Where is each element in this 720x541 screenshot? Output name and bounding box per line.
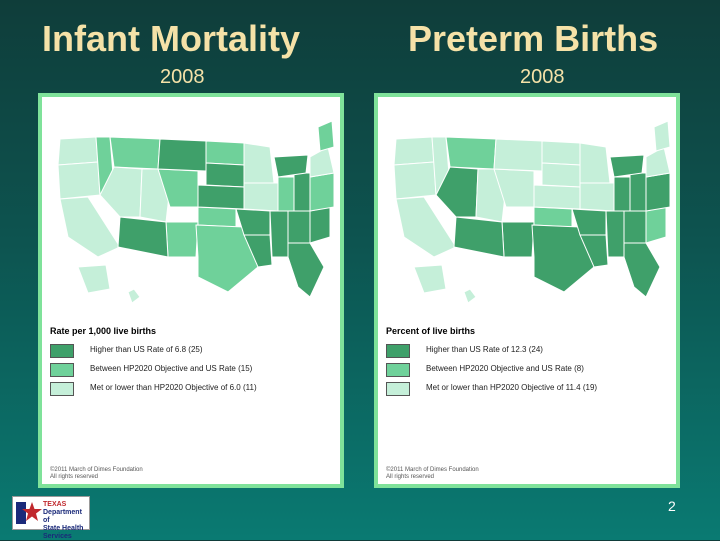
legend-label: Higher than US Rate of 12.3 (24) [426,345,543,354]
legend-title: Percent of live births [386,326,476,336]
legend-swatch-between [386,363,410,377]
texas-dshs-logo: TEXAS Department of State Health Service… [12,496,90,540]
legend-label: Between HP2020 Objective and US Rate (15… [90,364,253,373]
legend-swatch-higher [50,344,74,358]
left-year: 2008 [160,66,205,88]
logo-line-1: TEXAS [43,501,67,508]
logo-line-2: Department of [43,509,82,524]
copyright-line-1: ©2011 March of Dimes Foundation [386,467,479,473]
legend-swatch-between [50,363,74,377]
legend-label: Met or lower than HP2020 Objective of 6.… [90,383,257,392]
copyright-notice: ©2011 March of Dimes Foundation All righ… [50,467,143,481]
legend-swatch-met [50,382,74,396]
preterm-births-us-map [393,120,670,304]
right-year: 2008 [520,66,565,88]
page-number: 2 [668,498,676,514]
legend-label: Higher than US Rate of 6.8 (25) [90,345,203,354]
copyright-line-2: All rights reserved [50,474,99,480]
infant-mortality-us-map [57,120,334,304]
legend-swatch-higher [386,344,410,358]
legend-label: Between HP2020 Objective and US Rate (8) [426,364,584,373]
legend-label: Met or lower than HP2020 Objective of 11… [426,383,598,392]
texas-star-icon [16,502,42,524]
right-title: Preterm Births [408,18,659,59]
copyright-line-2: All rights reserved [386,474,435,480]
logo-line-3: State Health Services [43,525,84,540]
legend-title: Rate per 1,000 live births [50,326,157,336]
infant-mortality-panel: Rate per 1,000 live births Higher than U… [38,93,344,488]
copyright-line-1: ©2011 March of Dimes Foundation [50,467,143,473]
logo-text: TEXAS Department of State Health Service… [43,501,89,541]
preterm-births-panel: Percent of live births Higher than US Ra… [374,93,680,488]
copyright-notice: ©2011 March of Dimes Foundation All righ… [386,467,479,481]
legend-swatch-met [386,382,410,396]
left-title: Infant Mortality [42,18,300,59]
